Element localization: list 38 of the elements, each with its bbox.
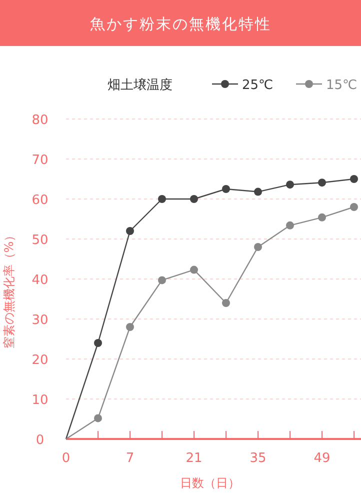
legend-label: 25℃ xyxy=(242,78,274,93)
point xyxy=(222,185,230,193)
legend-title: 畑土壌温度 xyxy=(108,77,172,93)
y-tick-label: 20 xyxy=(32,353,48,368)
point xyxy=(126,227,134,235)
point xyxy=(190,266,198,274)
point xyxy=(286,221,294,230)
point xyxy=(350,203,358,211)
point xyxy=(158,276,166,284)
y-tick-label: 30 xyxy=(32,313,48,328)
point xyxy=(190,195,198,203)
point xyxy=(318,178,326,187)
point xyxy=(254,188,262,196)
y-tick-label: 50 xyxy=(32,233,48,248)
point xyxy=(318,213,326,222)
point xyxy=(94,414,102,422)
x-axis-title: 日数（日） xyxy=(180,476,240,490)
point xyxy=(254,243,262,251)
y-tick-label: 60 xyxy=(32,193,48,208)
x-tick-label: 0 xyxy=(62,451,70,466)
y-tick-label: 0 xyxy=(36,433,44,448)
point xyxy=(350,175,358,183)
x-tick-label: 7 xyxy=(126,451,134,466)
chart-title: 魚かす粉末の無機化特性 xyxy=(90,15,272,33)
x-tick-label: 35 xyxy=(250,451,266,466)
x-tick-label: 21 xyxy=(186,451,202,466)
point xyxy=(94,339,102,347)
y-tick-label: 10 xyxy=(32,393,48,408)
y-tick-label: 40 xyxy=(32,273,48,288)
y-tick-label: 70 xyxy=(32,153,48,168)
legend-label: 15℃ xyxy=(326,78,358,93)
point xyxy=(286,180,294,189)
x-tick-label: 49 xyxy=(314,451,330,466)
y-axis-title: 窒素の無機化率（%） xyxy=(2,229,16,349)
point xyxy=(222,299,230,307)
y-tick-label: 80 xyxy=(32,113,48,128)
point xyxy=(158,195,166,203)
point xyxy=(126,323,134,331)
